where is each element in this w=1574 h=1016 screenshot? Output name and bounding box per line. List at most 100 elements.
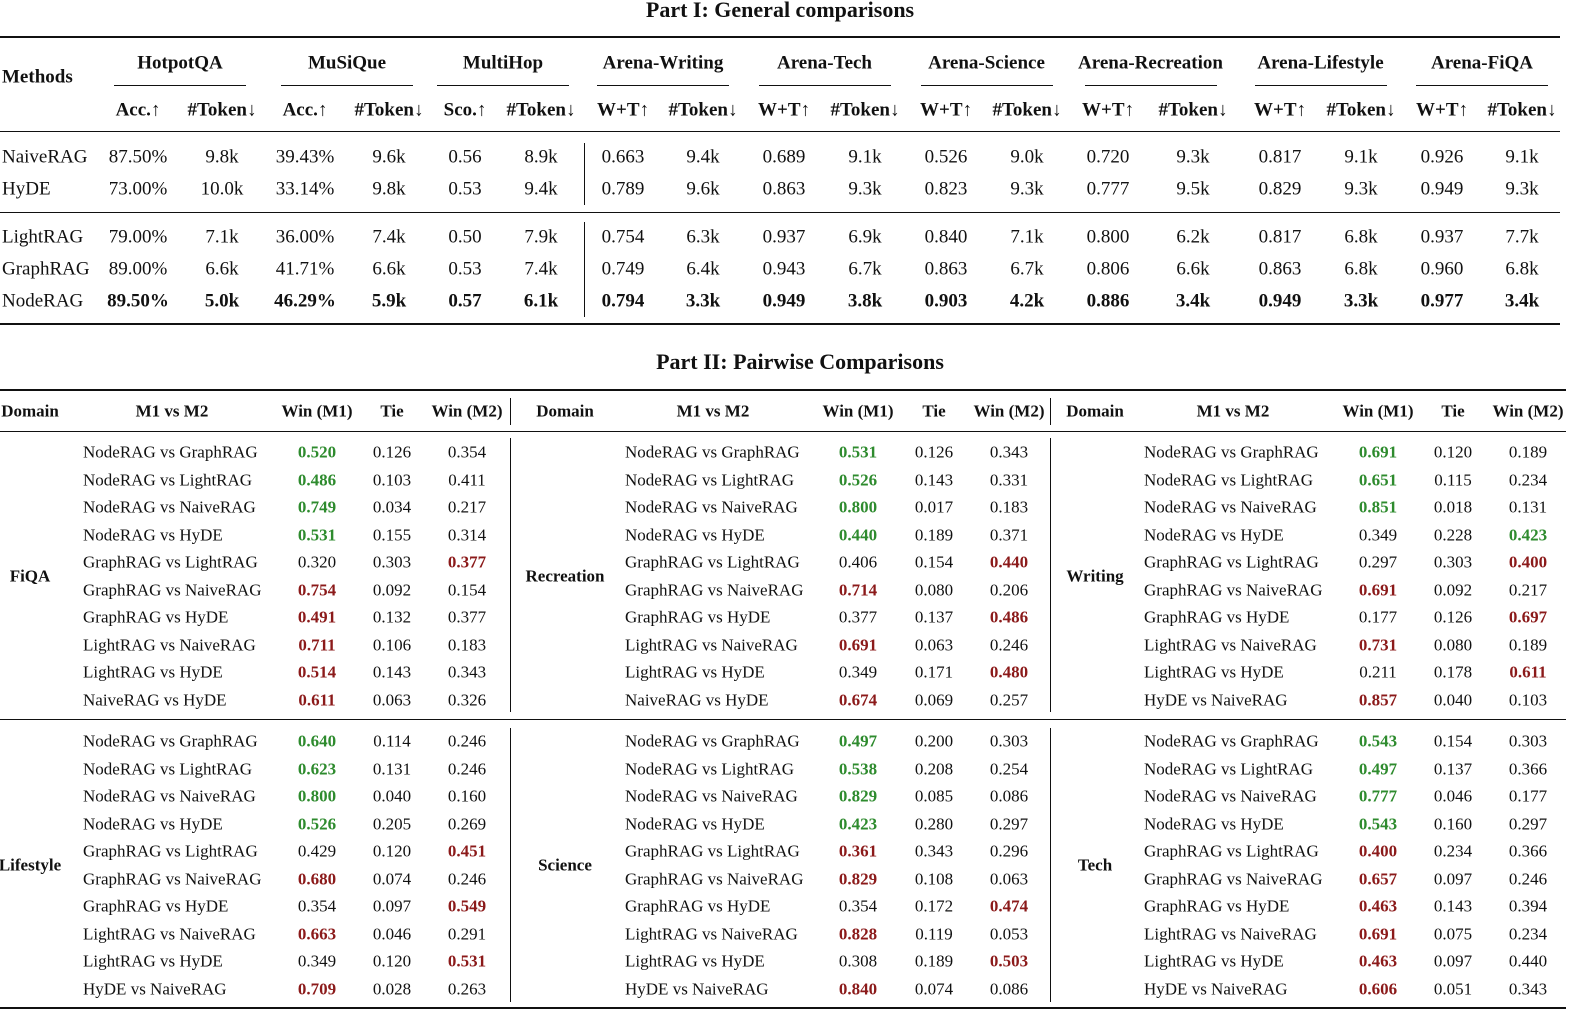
score: 0.711: [298, 635, 336, 654]
rule: [0, 323, 1560, 325]
score: 0.092: [1433, 580, 1473, 599]
column-header: Win (M2): [1492, 401, 1564, 421]
rule: [597, 85, 729, 86]
score: 0.131: [1508, 497, 1548, 517]
value: 6.3k: [686, 226, 720, 248]
pair-label: LightRAG vs HyDE: [1144, 951, 1284, 971]
pair-label: NaiveRAG vs HyDE: [625, 690, 769, 709]
score: 0.291: [447, 924, 487, 943]
pair-label: NodeRAG vs HyDE: [83, 525, 223, 544]
pair-label: GraphRAG vs LightRAG: [1144, 552, 1319, 572]
score: 0.126: [914, 442, 954, 462]
value: 0.903: [924, 290, 968, 312]
value: 7.7k: [1505, 226, 1539, 248]
value: 6.6k: [1176, 258, 1210, 280]
group-header: Arena-Writing: [602, 52, 724, 74]
score: 0.177: [1508, 786, 1548, 806]
score: 0.400: [1508, 552, 1548, 572]
value: 7.4k: [372, 226, 406, 248]
score: 0.366: [1508, 759, 1548, 778]
score: 0.680: [297, 869, 337, 888]
score: 0.411: [448, 470, 486, 489]
value: 0.863: [762, 178, 806, 200]
pair-label: GraphRAG vs NaiveRAG: [83, 580, 262, 599]
score: 0.800: [297, 786, 337, 806]
score: 0.549: [447, 896, 487, 916]
score: 0.246: [447, 869, 487, 888]
score: 0.349: [297, 951, 337, 971]
pair-label: LightRAG vs NaiveRAG: [625, 635, 798, 654]
rule: [510, 398, 511, 425]
score: 0.623: [297, 759, 337, 778]
value: 10.0k: [200, 178, 244, 200]
score: 0.115: [1434, 470, 1472, 489]
value: 0.886: [1086, 290, 1130, 312]
group-header: Arena-Science: [928, 52, 1045, 74]
pair-label: LightRAG vs NaiveRAG: [625, 924, 798, 943]
pair-label: GraphRAG vs LightRAG: [83, 552, 258, 572]
score: 0.709: [297, 979, 337, 998]
rule: [584, 143, 585, 205]
score: 0.691: [1358, 442, 1398, 462]
value: 8.9k: [524, 146, 558, 168]
rule: [0, 1007, 1566, 1009]
value: 0.926: [1420, 146, 1464, 168]
value: 0.754: [601, 226, 645, 248]
column-header: Tie: [380, 401, 404, 421]
pair-label: HyDE vs NaiveRAG: [1144, 690, 1288, 709]
value: 6.9k: [848, 226, 882, 248]
pair-label: NodeRAG vs NaiveRAG: [625, 497, 798, 517]
score: 0.040: [1433, 690, 1473, 709]
score: 0.103: [372, 470, 412, 489]
pair-label: GraphRAG vs NaiveRAG: [1144, 869, 1323, 888]
value: 9.3k: [1505, 178, 1539, 200]
column-header: Win (M1): [281, 401, 353, 421]
value: 0.50: [448, 226, 482, 248]
score: 0.840: [838, 979, 878, 998]
score: 0.143: [372, 662, 412, 682]
score: 0.206: [989, 580, 1029, 599]
score: 0.040: [372, 786, 412, 806]
value: 0.937: [1420, 226, 1464, 248]
value: 0.53: [448, 258, 482, 280]
value: 0.817: [1258, 226, 1302, 248]
pair-label: LightRAG vs NaiveRAG: [83, 924, 256, 943]
score: 0.343: [914, 841, 954, 861]
column-header: W+T↑: [758, 99, 810, 121]
value: 9.8k: [205, 146, 239, 168]
value: 9.3k: [1344, 178, 1378, 200]
score: 0.829: [838, 786, 878, 806]
score: 0.126: [1433, 607, 1473, 627]
column-header: W+T↑: [1082, 99, 1134, 121]
score: 0.080: [914, 580, 954, 599]
value: 41.71%: [275, 258, 335, 280]
pair-label: GraphRAG vs NaiveRAG: [83, 869, 262, 888]
score: 0.246: [1508, 869, 1548, 888]
score: 0.297: [1358, 552, 1398, 572]
value: 0.800: [1086, 226, 1130, 248]
value: 9.6k: [372, 146, 406, 168]
pair-label: LightRAG vs HyDE: [625, 662, 765, 682]
score: 0.366: [1508, 841, 1548, 861]
value: 9.4k: [524, 178, 558, 200]
score: 0.343: [1508, 979, 1548, 998]
value: 6.8k: [1505, 258, 1539, 280]
value: 0.53: [448, 178, 482, 200]
pair-label: NodeRAG vs GraphRAG: [83, 731, 258, 751]
score: 0.217: [1508, 580, 1548, 599]
score: 0.154: [914, 552, 954, 572]
value: 0.526: [924, 146, 968, 168]
score: 0.440: [989, 552, 1029, 572]
score: 0.480: [989, 662, 1029, 682]
score: 0.177: [1358, 607, 1398, 627]
domain-label: Tech: [1077, 855, 1113, 875]
column-header: M1 vs M2: [676, 401, 750, 421]
value: 9.8k: [372, 178, 406, 200]
group-header: Arena-Tech: [777, 52, 872, 74]
score: 0.538: [838, 759, 878, 778]
rule: [920, 85, 1053, 86]
score: 0.254: [989, 759, 1029, 778]
score: 0.611: [298, 690, 336, 709]
score: 0.429: [297, 841, 337, 861]
score: 0.160: [1433, 814, 1473, 833]
